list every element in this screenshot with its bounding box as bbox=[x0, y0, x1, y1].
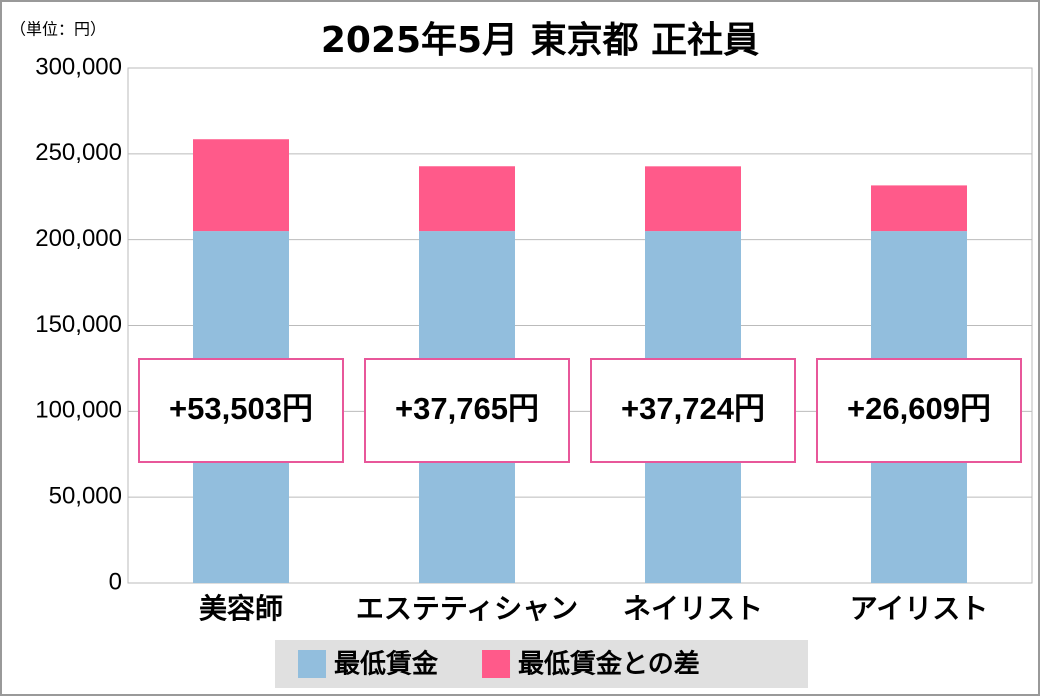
value-label: +53,503円 bbox=[169, 391, 313, 426]
y-tick-label: 200,000 bbox=[35, 225, 122, 252]
bar-segment bbox=[193, 139, 289, 232]
unit-label: （単位：円） bbox=[10, 20, 106, 39]
label-box bbox=[590, 358, 796, 463]
label-box bbox=[364, 358, 570, 463]
y-tick-label: 150,000 bbox=[35, 311, 122, 338]
y-tick-label: 0 bbox=[109, 568, 122, 595]
label-box bbox=[138, 358, 344, 463]
x-tick-label: ネイリスト bbox=[623, 592, 763, 625]
bar-segment bbox=[419, 166, 515, 232]
value-label: +37,765円 bbox=[395, 391, 539, 426]
y-tick-label: 300,000 bbox=[35, 53, 122, 80]
bar-segment bbox=[645, 166, 741, 232]
legend-swatch bbox=[482, 650, 511, 678]
y-tick-label: 50,000 bbox=[49, 483, 122, 510]
x-tick-label: アイリスト bbox=[850, 592, 989, 625]
value-label: +37,724円 bbox=[621, 391, 765, 426]
x-tick-label: 美容師 bbox=[199, 592, 283, 625]
x-tick-label: エステティシャン bbox=[356, 592, 578, 625]
y-tick-label: 250,000 bbox=[35, 139, 122, 166]
legend-label: 最低賃金との差 bbox=[518, 649, 700, 680]
bar-segment bbox=[871, 185, 967, 232]
legend bbox=[275, 640, 808, 688]
legend-label: 最低賃金 bbox=[334, 649, 439, 680]
value-label: +26,609円 bbox=[847, 391, 991, 426]
chart-title: 2025年5月 東京都 正社員 bbox=[321, 19, 759, 61]
label-box bbox=[816, 358, 1022, 463]
legend-swatch bbox=[298, 650, 326, 678]
y-tick-label: 100,000 bbox=[35, 397, 122, 424]
